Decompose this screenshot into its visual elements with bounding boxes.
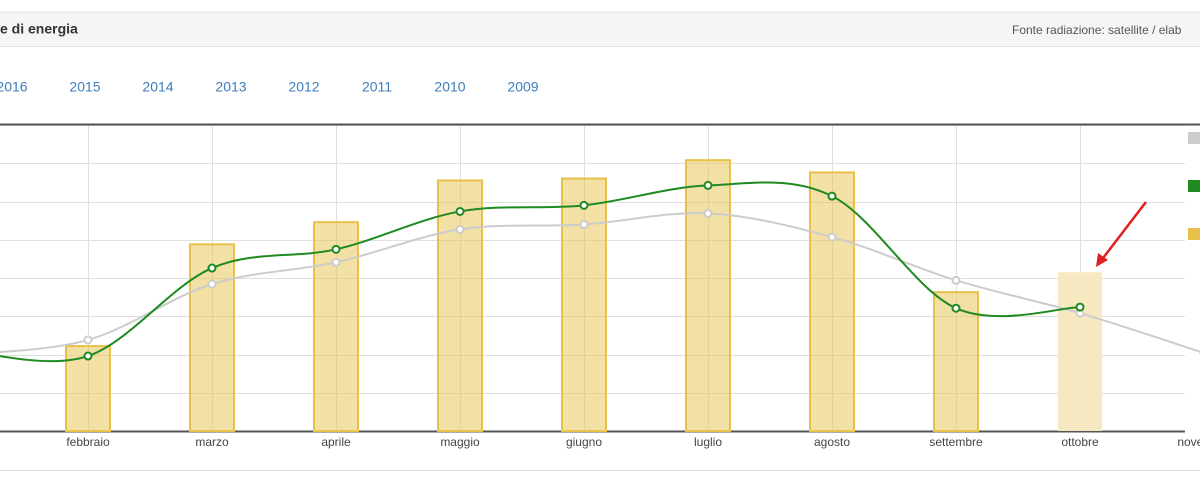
x-tick-label: ottobre <box>1061 435 1099 449</box>
x-tick-label: marzo <box>195 435 229 449</box>
point <box>827 232 837 242</box>
point <box>207 279 217 289</box>
x-tick-label: maggio <box>440 435 480 449</box>
legend-swatch <box>1188 180 1200 192</box>
point <box>83 351 93 361</box>
point <box>703 208 713 218</box>
x-tick-label: novembre <box>1177 435 1200 449</box>
arrow <box>1099 201 1147 263</box>
source-note: Fonte radiazione: satellite / elab <box>1012 23 1182 37</box>
year-tab[interactable]: 2012 <box>288 79 319 95</box>
bar <box>437 179 483 432</box>
legend-swatch <box>1188 132 1200 144</box>
point <box>951 275 961 285</box>
x-tick-label: luglio <box>694 435 722 449</box>
point <box>331 257 341 267</box>
year-tab[interactable]: 2016 <box>0 79 28 95</box>
year-tab[interactable]: 2014 <box>142 79 173 95</box>
bar <box>1058 272 1102 431</box>
year-tab[interactable]: 2013 <box>215 79 246 95</box>
point <box>455 206 465 216</box>
point <box>455 224 465 234</box>
point <box>951 303 961 313</box>
year-tab[interactable]: 2015 <box>69 79 100 95</box>
bar <box>933 291 979 432</box>
year-tab[interactable]: 2011 <box>362 79 392 95</box>
bar <box>313 221 359 432</box>
bar <box>561 177 607 432</box>
point <box>1075 302 1085 312</box>
year-tab[interactable]: 2009 <box>507 79 538 95</box>
bar <box>685 159 731 432</box>
x-tick-label: aprile <box>321 435 351 449</box>
point <box>83 335 93 345</box>
x-tick-label: febbraio <box>66 435 110 449</box>
x-tick-label: giugno <box>566 435 602 449</box>
bar <box>809 171 855 432</box>
legend-swatch <box>1188 228 1200 240</box>
line <box>0 181 1081 363</box>
arrow-head <box>1096 253 1108 267</box>
header-bar <box>0 12 1200 47</box>
point <box>827 191 837 201</box>
point <box>207 263 217 273</box>
panel-title: e di energia <box>0 21 78 37</box>
year-tab[interactable]: 2010 <box>434 79 465 95</box>
point <box>703 180 713 190</box>
x-tick-label: settembre <box>929 435 983 449</box>
point <box>331 244 341 254</box>
point <box>579 200 589 210</box>
x-tick-label: agosto <box>814 435 850 449</box>
point <box>579 219 589 229</box>
